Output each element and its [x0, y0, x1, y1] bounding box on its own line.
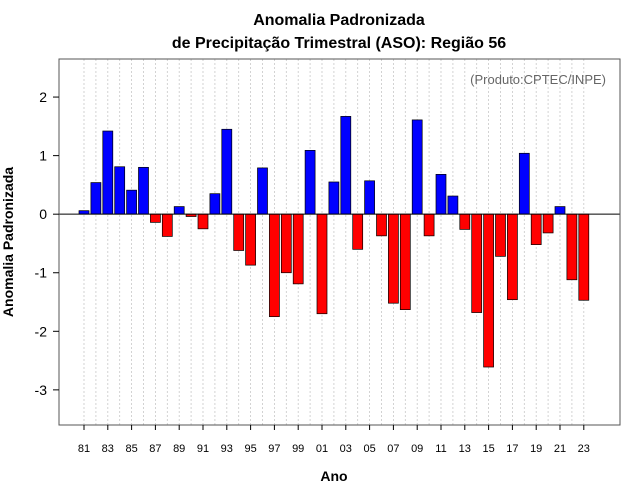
- y-axis-label: Anomalia Padronizada: [0, 167, 16, 317]
- x-axis-label: Ano: [320, 468, 347, 484]
- bars: [78, 116, 590, 368]
- bar-83: [102, 130, 114, 215]
- y-tick-label: -1: [35, 265, 48, 281]
- x-tick-label: 13: [459, 443, 471, 455]
- bar-99: [292, 213, 304, 285]
- bar-91: [197, 213, 209, 230]
- bar-92: [209, 193, 221, 215]
- bar-87: [150, 213, 161, 223]
- x-tick-label: 87: [149, 443, 161, 455]
- bar-12: [447, 195, 459, 215]
- x-tick-label: 01: [316, 443, 328, 455]
- bar-93: [221, 128, 233, 215]
- bar-09: [411, 119, 423, 215]
- bar-21: [554, 206, 566, 215]
- x-tick-label: 97: [268, 443, 280, 455]
- bar-13: [459, 213, 471, 230]
- bar-98: [280, 213, 292, 274]
- x-tick-label: 05: [363, 443, 375, 455]
- y-tick-label: -2: [35, 323, 48, 339]
- bar-01: [316, 213, 328, 315]
- bar-22: [566, 213, 578, 281]
- bar-17: [507, 213, 518, 301]
- x-tick-label: 99: [292, 443, 304, 455]
- plot-area: [59, 59, 620, 425]
- bar-85: [126, 189, 137, 215]
- bar-03: [340, 116, 352, 215]
- y-tick-label: 0: [39, 206, 47, 222]
- x-tick-label: 21: [554, 443, 566, 455]
- x-tick-label: 81: [78, 443, 90, 455]
- bar-81: [78, 210, 90, 215]
- x-tick-label: 11: [435, 443, 446, 455]
- x-tick-label: 93: [221, 443, 233, 455]
- plot-frame: [58, 58, 621, 426]
- bar-88: [161, 213, 173, 237]
- bar-11: [435, 174, 447, 215]
- grid: [83, 59, 585, 425]
- y-axis: -3 -2 -1 0 1 2: [35, 89, 59, 398]
- source-annotation: (Produto:CPTEC/INPE): [470, 72, 606, 87]
- bar-84: [114, 166, 126, 215]
- bar-06: [376, 213, 387, 237]
- x-axis: 81 83 85 87 89 91 93 95 97 99 01 03 05 07 09 11 13 15 17 19…: [78, 425, 590, 455]
- bar-08: [399, 213, 411, 310]
- y-tick-label: 1: [39, 148, 47, 164]
- y-tick-label: 2: [39, 89, 47, 105]
- bar-02: [328, 181, 340, 215]
- bar-86: [138, 166, 149, 215]
- x-tick-label: 19: [530, 443, 542, 455]
- x-tick-label: 03: [340, 443, 352, 455]
- bar-14: [471, 213, 483, 313]
- x-tick-label: 91: [197, 443, 209, 455]
- bar-89: [173, 206, 185, 215]
- bar-07: [388, 213, 399, 304]
- x-tick-label: 15: [482, 443, 494, 455]
- bar-16: [495, 213, 506, 257]
- x-tick-label: 07: [387, 443, 399, 455]
- bar-19: [530, 213, 542, 245]
- bar-96: [257, 167, 268, 215]
- bar-00: [304, 150, 316, 215]
- bar-10: [423, 213, 435, 237]
- bar-05: [364, 180, 375, 215]
- x-tick-label: 95: [244, 443, 256, 455]
- bar-82: [90, 182, 102, 215]
- bar-94: [233, 213, 245, 251]
- bar-97: [269, 213, 280, 318]
- x-tick-label: 85: [125, 443, 137, 455]
- y-tick-label: -3: [35, 382, 48, 398]
- x-tick-label: 23: [578, 443, 590, 455]
- bar-15: [483, 213, 494, 368]
- bar-18: [518, 152, 530, 215]
- chart-title: Anomalia Padronizada: [253, 12, 425, 29]
- bar-04: [352, 213, 364, 250]
- bar-23: [578, 213, 590, 301]
- x-tick-label: 89: [173, 443, 185, 455]
- bar-95: [245, 213, 256, 266]
- x-tick-label: 17: [506, 443, 518, 455]
- x-tick-label: 09: [411, 443, 423, 455]
- x-tick-label: 83: [102, 443, 114, 455]
- chart-subtitle: de Precipitação Trimestral (ASO): Região…: [172, 35, 506, 52]
- bar-20: [542, 213, 554, 234]
